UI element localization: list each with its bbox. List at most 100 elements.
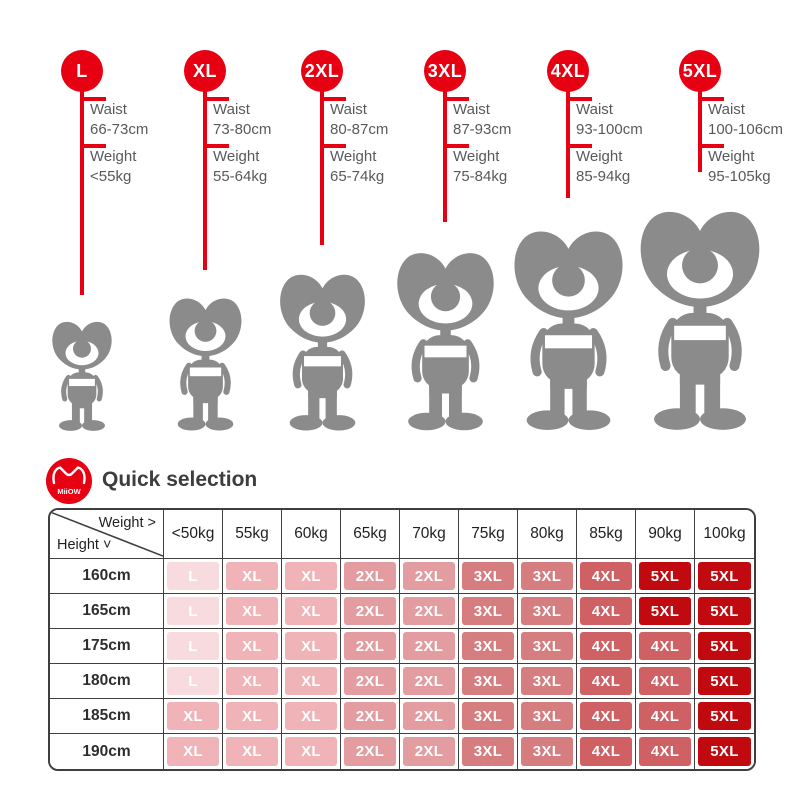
pointer-line: [80, 88, 84, 295]
waist-value: 73-80cm: [213, 121, 272, 138]
size-cell: 2XL: [403, 737, 455, 766]
tick-mark: [82, 97, 106, 101]
tick-mark: [322, 97, 346, 101]
weight-label: Weight: [213, 148, 260, 165]
size-cell: 5XL: [698, 667, 751, 695]
weight-value: 75-84kg: [453, 168, 508, 185]
tick-mark: [568, 144, 592, 148]
quick-selection-table: Weight > Height ˅ <50kg 55kg 60kg 65kg 7…: [48, 508, 756, 771]
waist-value: 100-106cm: [708, 121, 784, 138]
weight-spec: Weight 85-94kg: [576, 147, 686, 187]
size-cell: 4XL: [580, 562, 632, 590]
size-cell: 5XL: [698, 702, 751, 730]
waist-label: Waist: [708, 101, 745, 118]
tick-mark: [445, 97, 469, 101]
size-badge: L: [61, 50, 103, 92]
mascot-figure-l: [46, 320, 118, 432]
size-cell: 4XL: [580, 597, 632, 625]
size-cell: 3XL: [521, 632, 573, 660]
weight-header: 55kg: [223, 510, 282, 559]
size-cell: 3XL: [521, 562, 573, 590]
weight-value: 65-74kg: [330, 168, 385, 185]
size-cell: XL: [285, 632, 337, 660]
size-badge: 3XL: [424, 50, 466, 92]
quick-selection-title: Quick selection: [102, 468, 258, 491]
height-label: 175cm: [50, 629, 164, 664]
waist-label: Waist: [453, 101, 490, 118]
mascot-figure-4xl: [503, 228, 634, 432]
size-cell: 4XL: [639, 632, 691, 660]
tick-mark: [700, 97, 724, 101]
pointer-line: [698, 88, 702, 172]
size-cell: 4XL: [580, 667, 632, 695]
pointer-line: [203, 88, 207, 270]
weight-spec: Weight <55kg: [90, 147, 200, 187]
weight-label: Weight: [330, 148, 377, 165]
size-badge: 5XL: [679, 50, 721, 92]
weight-label: Weight: [576, 148, 623, 165]
mascot-figure-2xl: [271, 272, 374, 432]
size-cell: 2XL: [344, 702, 396, 730]
height-label: 165cm: [50, 594, 164, 629]
size-cell: 3XL: [521, 667, 573, 695]
weight-header: 90kg: [636, 510, 695, 559]
weight-label: Weight: [90, 148, 137, 165]
size-cell: 2XL: [403, 667, 455, 695]
size-cell: XL: [285, 667, 337, 695]
height-label: 160cm: [50, 559, 164, 594]
tick-mark: [82, 144, 106, 148]
weight-value: 95-105kg: [708, 168, 771, 185]
weight-label: Weight: [708, 148, 755, 165]
size-cell: 3XL: [462, 632, 514, 660]
height-label: 180cm: [50, 664, 164, 699]
size-cell: 2XL: [344, 562, 396, 590]
waist-spec: Waist 87-93cm: [453, 100, 563, 140]
waist-spec: Waist 93-100cm: [576, 100, 686, 140]
tick-mark: [700, 144, 724, 148]
size-cell: XL: [226, 737, 278, 766]
size-cell: 2XL: [403, 702, 455, 730]
size-cell: 4XL: [639, 737, 691, 766]
size-cell: 2XL: [344, 737, 396, 766]
tick-mark: [445, 144, 469, 148]
waist-label: Waist: [576, 101, 613, 118]
size-cell: 3XL: [521, 597, 573, 625]
size-cell: 5XL: [698, 562, 751, 590]
size-cell: 2XL: [403, 632, 455, 660]
size-cell: 2XL: [344, 667, 396, 695]
waist-label: Waist: [330, 101, 367, 118]
size-cell: XL: [167, 702, 219, 730]
weight-header: 60kg: [282, 510, 341, 559]
weight-label: Weight: [453, 148, 500, 165]
size-cell: L: [167, 667, 219, 695]
size-cell: 5XL: [639, 597, 691, 625]
height-label: 190cm: [50, 734, 164, 769]
size-cell: XL: [285, 562, 337, 590]
size-cell: 3XL: [521, 702, 573, 730]
weight-header: 70kg: [400, 510, 459, 559]
size-cell: 5XL: [639, 562, 691, 590]
size-cell: L: [167, 632, 219, 660]
size-cell: 4XL: [639, 702, 691, 730]
waist-value: 87-93cm: [453, 121, 512, 138]
waist-spec: Waist 73-80cm: [213, 100, 323, 140]
size-cell: 4XL: [580, 632, 632, 660]
size-cell: 2XL: [344, 597, 396, 625]
miiow-logo: MiiOW: [46, 458, 92, 504]
mascot-figure-xl: [162, 296, 249, 432]
weight-header: 75kg: [459, 510, 518, 559]
mascot-figure-5xl: [628, 208, 772, 432]
weight-header: <50kg: [164, 510, 223, 559]
size-cell: XL: [226, 702, 278, 730]
weight-spec: Weight 95-105kg: [708, 147, 800, 187]
size-cell: L: [167, 562, 219, 590]
tick-mark: [322, 144, 346, 148]
size-cell: XL: [285, 737, 337, 766]
size-cell: 5XL: [698, 597, 751, 625]
size-cell: XL: [226, 632, 278, 660]
size-badge: XL: [184, 50, 226, 92]
table-corner-cell: Weight > Height ˅: [50, 510, 164, 559]
waist-label: Waist: [90, 101, 127, 118]
size-cell: 2XL: [344, 632, 396, 660]
waist-value: 80-87cm: [330, 121, 389, 138]
